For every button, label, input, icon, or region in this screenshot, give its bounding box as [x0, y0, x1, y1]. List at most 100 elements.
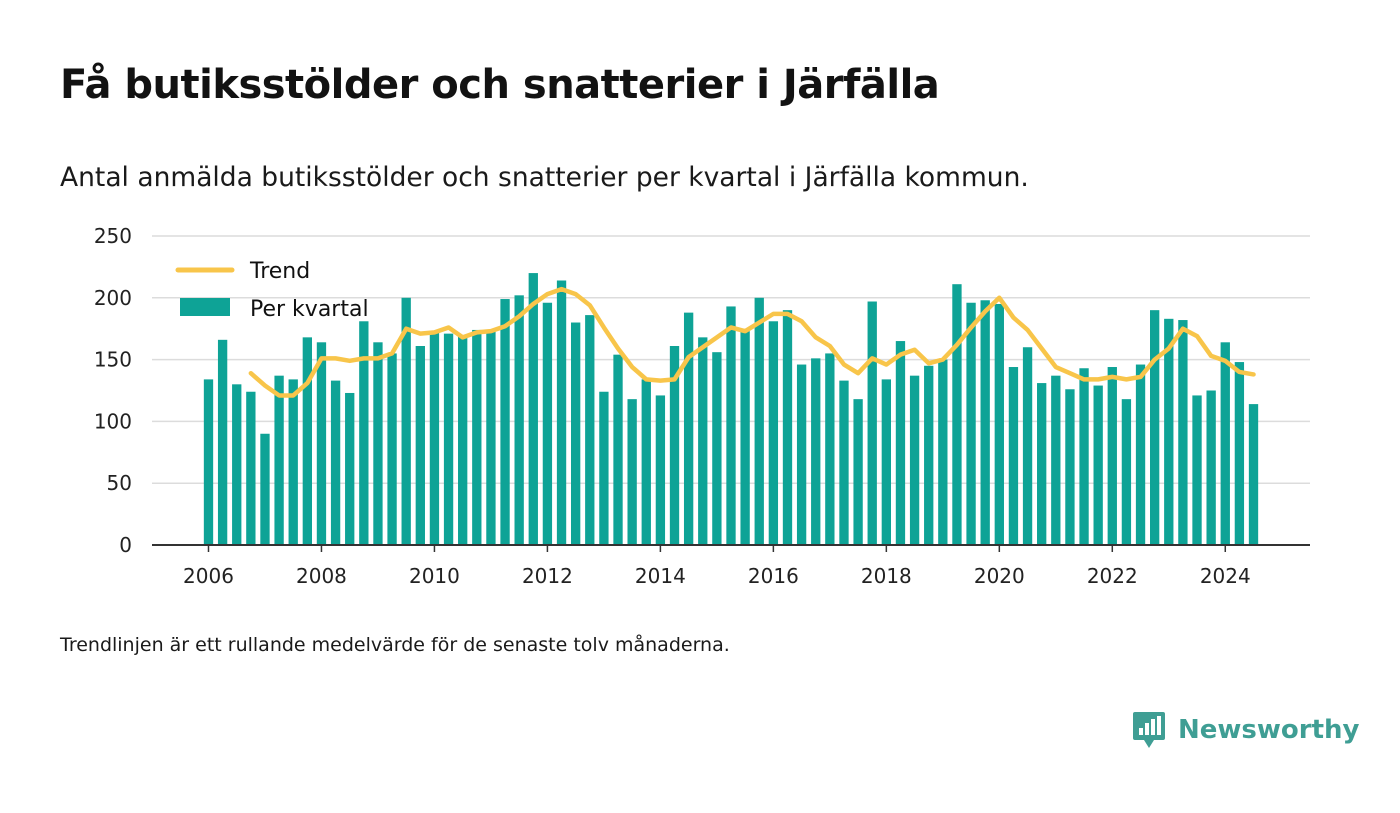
- x-tick-label: 2016: [748, 564, 799, 588]
- trend-line: [248, 286, 1256, 398]
- bar: [966, 302, 976, 545]
- bar: [359, 321, 369, 545]
- bar: [232, 384, 242, 545]
- bar: [881, 379, 891, 545]
- chart-title: Få butiksstölder och snatterier i Järfäl…: [60, 62, 940, 108]
- bar: [1008, 367, 1019, 545]
- bar: [768, 321, 779, 545]
- legend-bar-swatch: [180, 298, 230, 316]
- bar: [683, 312, 694, 545]
- bar: [316, 342, 327, 545]
- bar: [825, 353, 835, 545]
- bar: [542, 302, 553, 545]
- bar: [1164, 318, 1174, 545]
- bar: [867, 301, 877, 545]
- chart-area: 2006 2008 2010 2012 2014 2016 2018 2020 2022 2024…: [94, 224, 1310, 588]
- bar: [571, 322, 581, 545]
- x-tick-label: 2018: [861, 564, 912, 588]
- bar: [909, 375, 920, 545]
- brand-name: Newsworthy: [1178, 715, 1360, 745]
- bar: [754, 297, 764, 545]
- x-tick-label: 2020: [974, 564, 1025, 588]
- footnote: Trendlinjen är ett rullande medelvärde f…: [60, 634, 730, 656]
- chart-subtitle: Antal anmälda butiksstölder och snatteri…: [60, 162, 1029, 193]
- legend-trend-label: Trend: [249, 259, 310, 284]
- bar: [246, 391, 256, 545]
- bar: [330, 380, 341, 545]
- trend-series: [248, 286, 1256, 398]
- bar: [613, 354, 623, 545]
- bar-series: [203, 273, 1259, 545]
- bar: [514, 295, 524, 545]
- y-tick-label: 50: [107, 471, 132, 495]
- bar: [500, 299, 510, 545]
- bar: [556, 280, 567, 545]
- bar: [1022, 347, 1033, 545]
- bar: [980, 300, 990, 545]
- bar: [641, 379, 651, 545]
- bar: [260, 433, 270, 545]
- bar: [288, 379, 298, 545]
- bar: [302, 337, 312, 545]
- x-tick-label: 2010: [409, 564, 460, 588]
- bar: [1093, 385, 1103, 545]
- y-tick-label: 250: [94, 224, 132, 248]
- bar: [274, 375, 284, 545]
- y-axis-ticks: 0 50 100 150 200 250: [94, 224, 132, 557]
- bar: [415, 346, 425, 545]
- bar: [994, 303, 1004, 545]
- y-tick-label: 200: [94, 286, 132, 310]
- bar: [373, 342, 383, 545]
- x-tick-label: 2008: [296, 564, 347, 588]
- bar: [1107, 367, 1117, 545]
- bar: [1248, 404, 1259, 545]
- y-tick-label: 0: [119, 533, 132, 557]
- bar: [811, 358, 821, 545]
- x-tick-label: 2014: [635, 564, 686, 588]
- x-tick-label: 2012: [522, 564, 573, 588]
- bar: [1234, 362, 1245, 545]
- y-tick-label: 150: [94, 348, 132, 372]
- bar: [1135, 364, 1146, 545]
- bar: [627, 399, 637, 545]
- bar: [669, 346, 680, 545]
- x-tick-label: 2024: [1200, 564, 1251, 588]
- bar: [895, 341, 906, 545]
- bar: [486, 329, 496, 545]
- bar: [429, 332, 440, 545]
- bar: [740, 331, 750, 545]
- x-tick-label: 2022: [1087, 564, 1138, 588]
- bar: [655, 395, 666, 545]
- bar: [345, 392, 355, 545]
- bar: [401, 297, 411, 545]
- bar: [938, 359, 948, 545]
- bar: [726, 306, 736, 545]
- bar: [924, 365, 934, 545]
- legend-bar-label: Per kvartal: [250, 297, 369, 322]
- bar: [217, 339, 228, 545]
- bar: [839, 380, 849, 545]
- bar: [1178, 320, 1188, 545]
- x-tick-label: 2006: [183, 564, 234, 588]
- bar: [1206, 390, 1216, 545]
- x-axis-ticks: 2006 2008 2010 2012 2014 2016 2018 2020 2022 2024: [183, 545, 1251, 588]
- bar: [1220, 342, 1230, 545]
- bar: [1079, 368, 1089, 545]
- brand-logo[interactable]: Newsworthy: [1132, 710, 1359, 750]
- bar: [203, 379, 214, 545]
- bar: [1192, 395, 1202, 545]
- bar: [585, 315, 595, 545]
- bar: [528, 273, 538, 545]
- bar: [387, 353, 397, 545]
- legend: Trend Per kvartal: [175, 259, 369, 322]
- bar: [712, 352, 722, 545]
- bar: [458, 336, 468, 545]
- bar: [853, 399, 863, 545]
- bar: [1051, 375, 1061, 545]
- bar: [1121, 399, 1132, 545]
- bar: [472, 329, 482, 545]
- newsworthy-logo-icon: [1133, 712, 1165, 748]
- bar: [698, 337, 708, 545]
- bar: [1065, 389, 1075, 545]
- bar: [1150, 310, 1160, 545]
